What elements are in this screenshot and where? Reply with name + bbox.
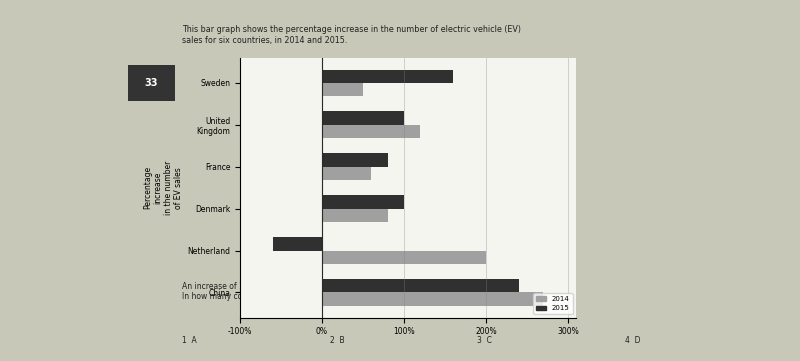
Y-axis label: Percentage
increase
in the number
of EV sales: Percentage increase in the number of EV …	[143, 161, 183, 215]
Text: 3  C: 3 C	[478, 336, 492, 345]
Bar	[322, 167, 371, 180]
Text: 4  D: 4 D	[626, 336, 641, 345]
Text: An increase of 100% means the number of EV sales was double the previous year.
I: An increase of 100% means the number of …	[182, 282, 502, 301]
Bar	[273, 237, 322, 251]
Bar	[322, 209, 387, 222]
Bar	[322, 292, 543, 306]
Text: 33: 33	[145, 78, 158, 88]
Bar	[322, 153, 387, 167]
Bar	[322, 70, 453, 83]
Bar	[322, 125, 420, 138]
Text: This bar graph shows the percentage increase in the number of electric vehicle (: This bar graph shows the percentage incr…	[182, 25, 521, 45]
Bar	[322, 112, 404, 125]
Legend: 2014, 2015: 2014, 2015	[534, 293, 573, 314]
FancyBboxPatch shape	[128, 65, 175, 101]
Bar	[322, 279, 518, 292]
Bar	[322, 195, 404, 209]
Text: 1  A: 1 A	[182, 336, 197, 345]
Bar	[322, 251, 486, 264]
Text: 2  B: 2 B	[330, 336, 344, 345]
Bar	[322, 83, 363, 96]
